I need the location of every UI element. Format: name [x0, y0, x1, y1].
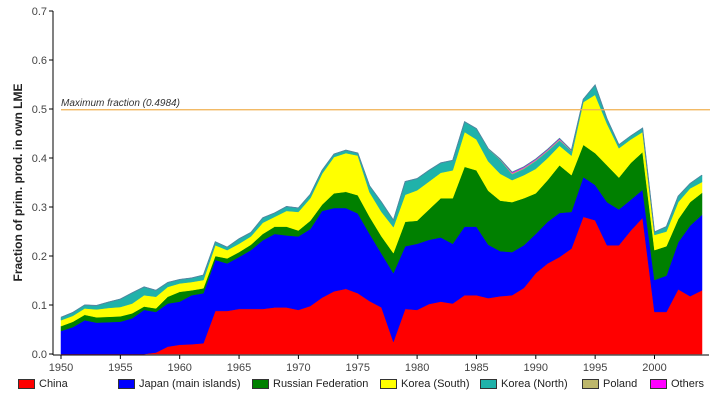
y-tick-label: 0.5 — [32, 104, 47, 116]
legend-swatch — [18, 379, 35, 389]
area-layers — [60, 84, 703, 355]
y-tick-label: 0.0 — [32, 349, 47, 361]
legend-label: Korea (North) — [501, 378, 568, 390]
y-tick-label: 0.7 — [32, 6, 47, 18]
total-outline — [60, 84, 703, 318]
x-tick-label: 1990 — [524, 362, 548, 374]
x-tick-label: 1955 — [108, 362, 132, 374]
x-tick-label: 1975 — [346, 362, 370, 374]
maximum-fraction-label: Maximum fraction (0.4984) — [61, 98, 180, 109]
legend-label: Others — [671, 378, 705, 390]
legend-item: Russian Federation — [252, 378, 368, 390]
legend-swatch — [380, 379, 397, 389]
x-tick-label: 2000 — [642, 362, 666, 374]
x-tick-label: 1985 — [464, 362, 488, 374]
legend-label: Poland — [603, 378, 638, 390]
x-tick-label: 1980 — [405, 362, 429, 374]
y-tick-label: 0.6 — [32, 55, 47, 67]
x-tick-label: 1995 — [583, 362, 607, 374]
x-tick-label: 1960 — [167, 362, 191, 374]
legend-item: Japan (main islands) — [118, 378, 241, 390]
legend-swatch — [118, 379, 135, 389]
y-tick-label: 0.2 — [32, 251, 47, 263]
x-tick-label: 1950 — [49, 362, 73, 374]
legend-label: China — [39, 378, 68, 390]
legend-swatch — [252, 379, 269, 389]
legend-swatch — [582, 379, 599, 389]
legend: China Japan (main islands) Russian Federat… — [0, 378, 713, 398]
x-tick-label: 1965 — [227, 362, 251, 374]
y-tick-label: 0.1 — [32, 300, 47, 312]
stacked-area-chart: Maximum fraction (0.4984) 0.00.10.20.30.… — [11, 6, 710, 374]
y-axis-title: Fraction of prim. prod. in own LME — [11, 84, 25, 282]
legend-label: Russian Federation — [273, 378, 369, 390]
x-tick-label: 1970 — [286, 362, 310, 374]
legend-item: Korea (South) — [380, 378, 469, 390]
legend-swatch — [480, 379, 497, 389]
legend-item: Korea (North) — [480, 378, 568, 390]
legend-item: Others — [650, 378, 704, 390]
y-tick-label: 0.3 — [32, 202, 47, 214]
axes: 0.0 0.1 0.2 0.3 0.4 0.5 0.6 0.7 1950 1955 1960 1965… — [32, 6, 709, 374]
y-tick-label: 0.4 — [32, 153, 47, 165]
legend-label: Korea (South) — [401, 378, 470, 390]
legend-item: China — [18, 378, 68, 390]
legend-label: Japan (main islands) — [139, 378, 241, 390]
legend-item: Poland — [582, 378, 637, 390]
legend-swatch — [650, 379, 667, 389]
